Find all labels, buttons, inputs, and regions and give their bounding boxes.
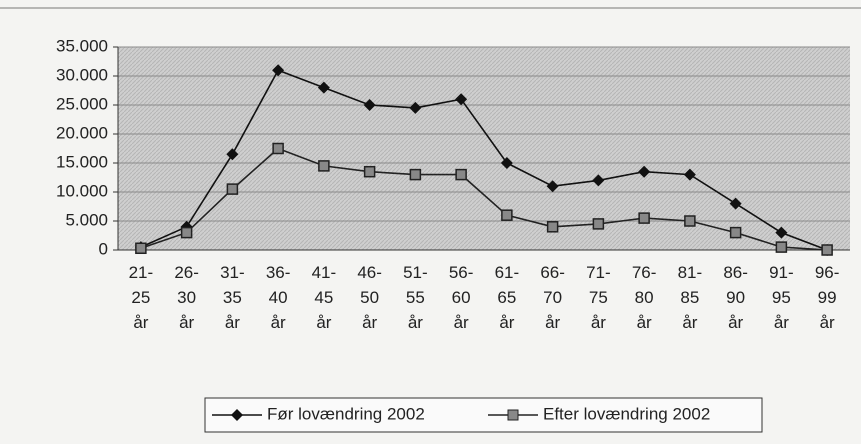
point bbox=[775, 226, 788, 239]
legend-marker bbox=[231, 409, 243, 421]
x-tick-label: 36-40 år bbox=[266, 263, 291, 332]
x-tick-label: 71-75 år bbox=[586, 263, 611, 332]
point bbox=[592, 174, 605, 187]
x-tick-label: 91-95 år bbox=[769, 263, 794, 332]
x-tick-label: 21-25 år bbox=[129, 263, 154, 332]
point bbox=[500, 157, 513, 169]
point bbox=[729, 197, 742, 210]
y-tick-label: 30.000 bbox=[56, 65, 108, 84]
y-tick-label: 25.000 bbox=[56, 94, 108, 113]
series-line bbox=[140, 147, 828, 251]
legend: Før lovændring 2002 Efter lovændring 2002 bbox=[204, 397, 763, 433]
x-tick-label: 61-65 år bbox=[495, 263, 520, 332]
point bbox=[135, 242, 147, 255]
y-tick-label: 10.000 bbox=[56, 181, 108, 200]
point bbox=[546, 180, 559, 193]
plot-area bbox=[118, 47, 850, 250]
point bbox=[455, 168, 467, 181]
x-tick-label: 56-60 år bbox=[449, 263, 474, 332]
point bbox=[638, 212, 650, 224]
point bbox=[729, 226, 742, 239]
x-tick-label: 76-80 år bbox=[632, 263, 657, 332]
x-tick-label: 66-70 år bbox=[540, 263, 565, 332]
point bbox=[821, 244, 833, 256]
y-tick-label: 0 bbox=[99, 239, 108, 258]
y-tick-label: 15.000 bbox=[56, 152, 108, 171]
point bbox=[592, 218, 605, 230]
y-tick-label: 35.000 bbox=[56, 36, 108, 55]
point bbox=[363, 165, 376, 178]
x-tick-label: 96-99 år bbox=[815, 263, 840, 332]
point bbox=[272, 64, 285, 77]
point bbox=[409, 101, 422, 114]
x-tick-label: 26-30 år bbox=[174, 263, 199, 332]
point bbox=[226, 183, 239, 195]
point bbox=[546, 221, 559, 233]
y-tick-label: 5.000 bbox=[65, 210, 108, 229]
x-tick-label: 81-85 år bbox=[678, 263, 703, 332]
point bbox=[363, 99, 376, 111]
point bbox=[684, 215, 696, 227]
point bbox=[683, 168, 696, 181]
point bbox=[180, 226, 193, 239]
point bbox=[638, 165, 651, 178]
y-tick-label: 20.000 bbox=[56, 123, 108, 142]
series-line bbox=[140, 69, 828, 251]
point bbox=[409, 168, 422, 181]
x-tick-label: 86-90 år bbox=[723, 263, 748, 332]
x-tick-label: 51-55 år bbox=[403, 263, 428, 332]
x-tick-label: 31-35 år bbox=[220, 263, 245, 332]
point bbox=[272, 142, 284, 155]
x-tick-label: 41-45 år bbox=[312, 263, 337, 332]
legend-label: Før lovændring 2002 bbox=[267, 404, 425, 423]
legend-box bbox=[204, 397, 763, 433]
x-tick-label: 46-50 år bbox=[357, 263, 382, 332]
point bbox=[455, 93, 468, 106]
point bbox=[501, 209, 513, 221]
point bbox=[226, 148, 239, 161]
legend-marker bbox=[507, 409, 519, 421]
point bbox=[318, 160, 330, 172]
point bbox=[317, 81, 330, 94]
point bbox=[775, 241, 788, 253]
legend-label: Efter lovændring 2002 bbox=[543, 404, 710, 423]
